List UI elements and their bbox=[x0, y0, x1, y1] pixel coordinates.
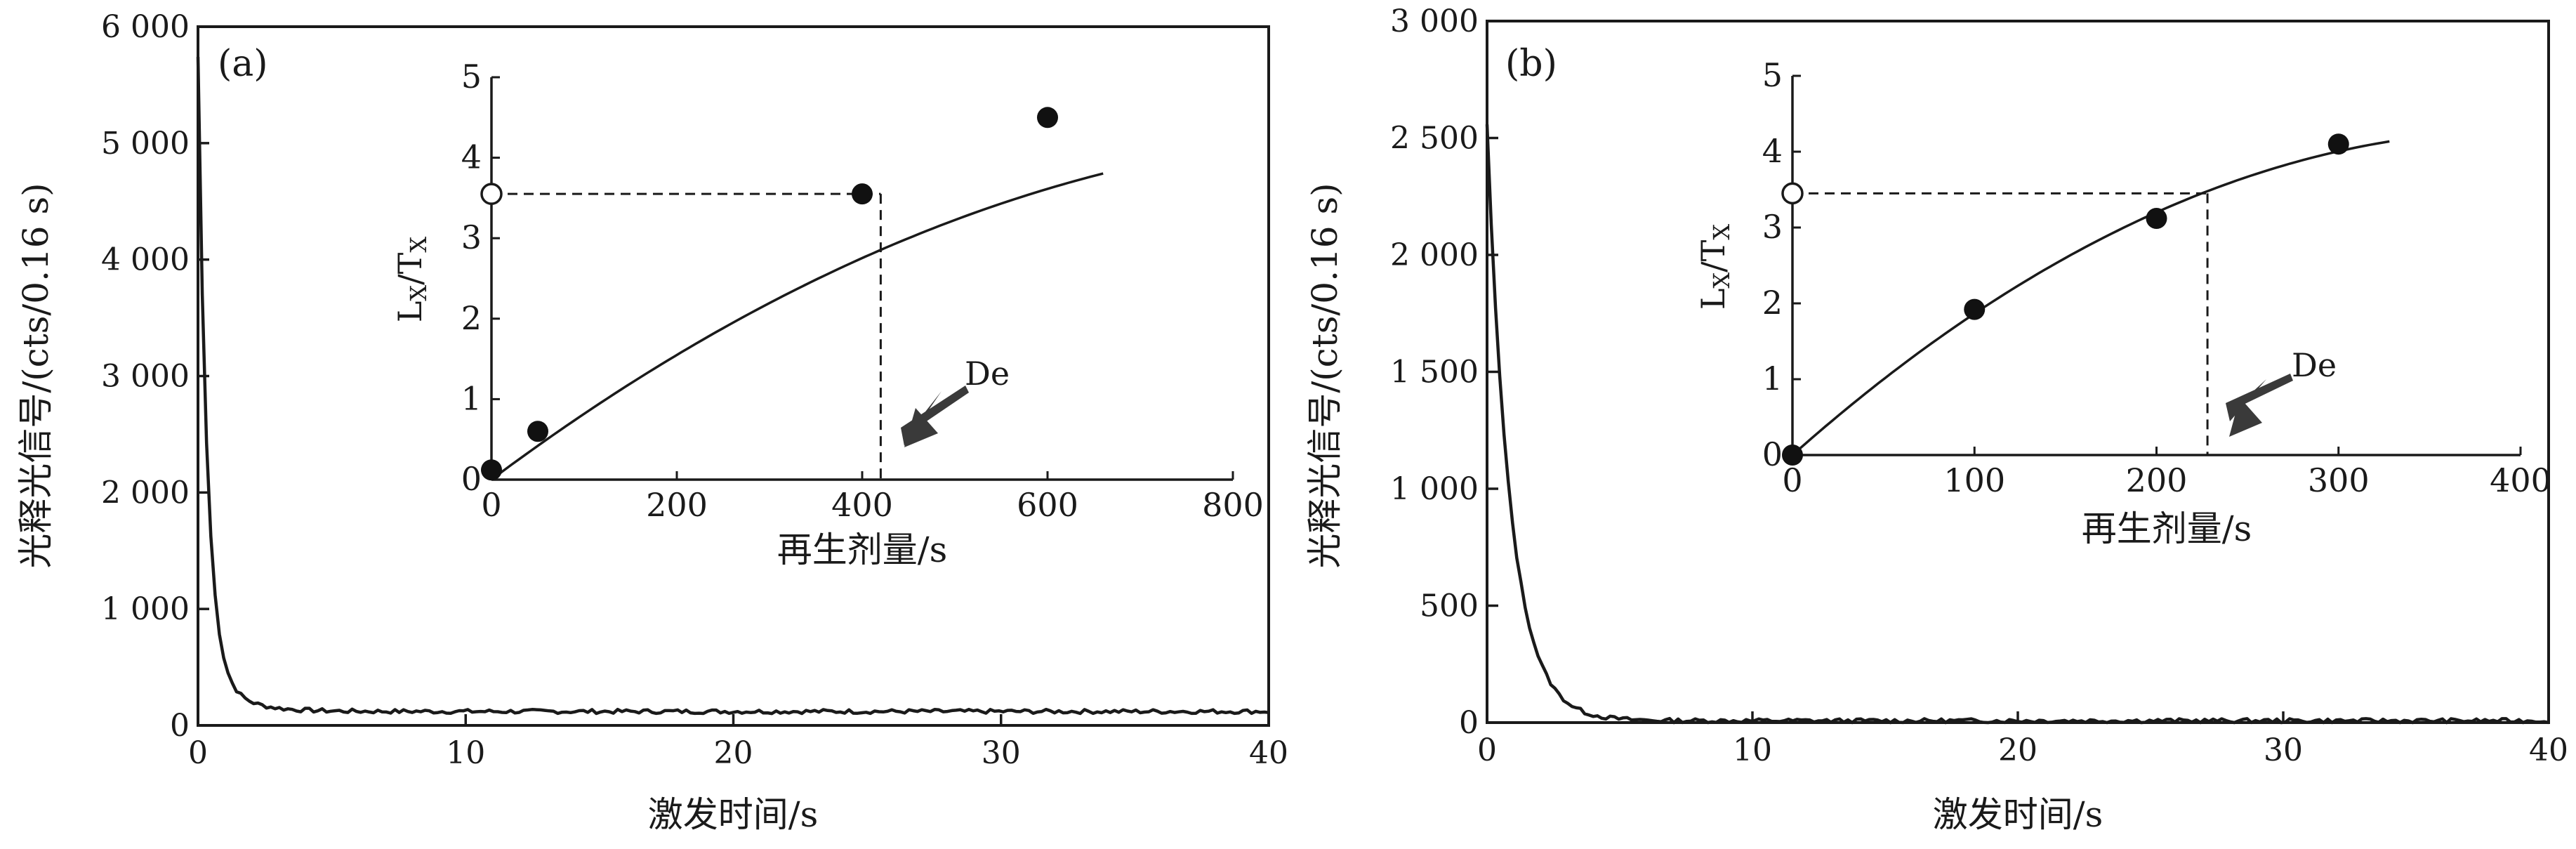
inset-b-y-tick-label: 0 bbox=[1762, 435, 1783, 473]
inset-b-data-point bbox=[1964, 298, 1986, 320]
panel-b-y-tick-label: 3 000 bbox=[1390, 4, 1479, 39]
panel-b-x-tick-label: 10 bbox=[1733, 732, 1772, 768]
inset-a-y-tick-label: 0 bbox=[461, 460, 482, 498]
panel-b-y-tick-label: 0 bbox=[1459, 705, 1479, 741]
panel-b-y-ticks bbox=[1487, 20, 1498, 724]
inset-b-x-tick-label: 400 bbox=[2490, 461, 2551, 499]
inset-a-y-tick-label: 1 bbox=[461, 379, 482, 417]
inset-a-y-tick-label: 2 bbox=[461, 299, 482, 337]
panel-a-y-tick-label: 2 000 bbox=[101, 475, 190, 511]
inset-b-data-points bbox=[1782, 133, 2349, 466]
panel-b-decay-curve bbox=[1485, 124, 2549, 725]
inset-b-de-arrow bbox=[2226, 374, 2293, 421]
inset-b-y-tick-label: 5 bbox=[1762, 56, 1783, 94]
inset-b: 0 1 2 3 4 5 0 100 200 300 400 De 再生剂量/s LX/TX bbox=[1694, 56, 2551, 549]
panel-b-x-tick-label: 40 bbox=[2529, 732, 2568, 768]
inset-a-y-tick-labels: 0 1 2 3 4 5 bbox=[461, 58, 482, 498]
inset-a-x-tick-label: 200 bbox=[646, 486, 708, 524]
inset-b-y-tick-label: 3 bbox=[1762, 208, 1783, 246]
panel-b-y-tick-labels: 0 500 1 000 1 500 2 000 2 500 3 000 bbox=[1390, 4, 1479, 741]
panel-b-label: (b) bbox=[1505, 43, 1557, 85]
inset-a-y-ticks bbox=[491, 76, 500, 481]
panel-b-y-tick-label: 1 000 bbox=[1390, 471, 1479, 507]
panel-a-y-tick-label: 6 000 bbox=[101, 9, 190, 45]
inset-a-data-point bbox=[481, 459, 502, 481]
inset-a-data-point bbox=[1037, 107, 1058, 129]
inset-b-data-point bbox=[2146, 208, 2167, 230]
panel-a-plot-frame bbox=[197, 25, 1270, 727]
inset-b-y-axis-label: LX/TX bbox=[1694, 224, 1735, 310]
inset-a-x-ticks bbox=[490, 471, 1234, 480]
inset-b-x-axis-label: 再生剂量/s bbox=[2082, 508, 2252, 549]
inset-b-de-arrow-head bbox=[2229, 397, 2262, 437]
panel-b-y-tick-label: 2 500 bbox=[1390, 121, 1479, 157]
inset-b-x-tick-label: 100 bbox=[1943, 461, 2005, 499]
inset-b-fit-curve bbox=[1791, 140, 2390, 456]
panel-a-x-tick-label: 20 bbox=[714, 735, 753, 771]
inset-a-fit-curve bbox=[490, 172, 1104, 481]
inset-a-de-label: De bbox=[965, 355, 1010, 393]
panel-b-x-tick-labels: 0 10 20 30 40 bbox=[1477, 732, 2568, 768]
inset-b-y-tick-label: 1 bbox=[1762, 360, 1783, 397]
inset-a: 0 1 2 3 4 5 0 200 400 600 800 De 再生剂量/s LX/TX bbox=[391, 58, 1264, 570]
panel-a-decay-curve bbox=[196, 57, 1269, 716]
panel-a-y-tick-label: 5 000 bbox=[101, 126, 190, 162]
inset-a-x-tick-label: 400 bbox=[831, 486, 893, 524]
inset-a-natural-signal-point bbox=[480, 183, 503, 205]
inset-b-y-tick-labels: 0 1 2 3 4 5 bbox=[1762, 56, 1783, 473]
inset-b-x-ticks bbox=[1791, 447, 2522, 455]
inset-b-data-point bbox=[1782, 445, 1803, 466]
inset-b-x-tick-label: 300 bbox=[2308, 461, 2370, 499]
inset-a-de-arrow-head bbox=[904, 408, 938, 447]
panel-a-x-tick-label: 0 bbox=[188, 735, 208, 771]
inset-b-y-tick-label: 4 bbox=[1762, 132, 1783, 170]
inset-a-y-tick-label: 4 bbox=[461, 138, 482, 176]
panel-b-y-axis-label: 光释光信号/(cts/0.16 s) bbox=[1304, 183, 1345, 568]
inset-a-de-arrow bbox=[901, 386, 969, 446]
panel-b-x-tick-label: 20 bbox=[1998, 732, 2037, 768]
panel-b-y-tick-label: 500 bbox=[1420, 588, 1479, 624]
panel-a-x-axis-label: 激发时间/s bbox=[648, 794, 819, 835]
inset-a-data-points bbox=[481, 107, 1058, 481]
inset-a-x-tick-label: 800 bbox=[1202, 486, 1264, 524]
panel-a-y-tick-label: 3 000 bbox=[101, 359, 190, 395]
panel-b-x-tick-label: 0 bbox=[1477, 732, 1497, 768]
inset-a-y-tick-label: 3 bbox=[461, 218, 482, 256]
inset-b-y-tick-label: 2 bbox=[1762, 284, 1783, 322]
panel-b-y-tick-label: 2 000 bbox=[1390, 237, 1479, 273]
inset-b-x-tick-label: 200 bbox=[2126, 461, 2188, 499]
inset-b-x-tick-labels: 0 100 200 300 400 bbox=[1782, 461, 2551, 499]
inset-a-data-point bbox=[852, 183, 873, 205]
inset-a-y-tick-label: 5 bbox=[461, 58, 482, 96]
inset-b-y-ticks bbox=[1792, 74, 1801, 456]
panel-a-y-tick-label: 1 000 bbox=[101, 591, 190, 627]
inset-a-x-axis-label: 再生剂量/s bbox=[777, 529, 948, 570]
panel-a-x-tick-label: 30 bbox=[982, 735, 1021, 771]
panel-a-y-tick-label: 0 bbox=[170, 708, 190, 744]
panel-a-x-tick-label: 10 bbox=[446, 735, 485, 771]
panel-a-y-tick-label: 4 000 bbox=[101, 242, 190, 278]
inset-b-natural-signal-point bbox=[1781, 182, 1804, 205]
panel-b-x-tick-label: 30 bbox=[2264, 732, 2303, 768]
panel-b-x-axis-label: 激发时间/s bbox=[1933, 794, 2103, 835]
inset-b-x-tick-label: 0 bbox=[1782, 461, 1802, 499]
panel-a-x-ticks bbox=[197, 714, 1270, 725]
inset-a-x-tick-labels: 0 200 400 600 800 bbox=[481, 486, 1264, 524]
panel-a-label: (a) bbox=[218, 43, 268, 85]
inset-a-y-axis-label: LX/TX bbox=[391, 237, 432, 323]
panel-a-x-tick-labels: 0 10 20 30 40 bbox=[188, 735, 1288, 771]
panel-b-plot-frame bbox=[1486, 20, 2550, 724]
inset-b-de-label: De bbox=[2292, 346, 2337, 384]
inset-b-data-point bbox=[2327, 133, 2349, 155]
inset-a-data-point bbox=[527, 421, 548, 442]
panel-b-y-tick-label: 1 500 bbox=[1390, 355, 1479, 390]
inset-a-x-tick-label: 600 bbox=[1017, 486, 1078, 524]
panel-a-y-tick-labels: 0 1 000 2 000 3 000 4 000 5 000 6 000 bbox=[101, 9, 190, 744]
inset-a-x-tick-label: 0 bbox=[481, 486, 501, 524]
panel-a-x-tick-label: 40 bbox=[1249, 735, 1288, 771]
panel-a-y-axis-label: 光释光信号/(cts/0.16 s) bbox=[15, 183, 56, 568]
